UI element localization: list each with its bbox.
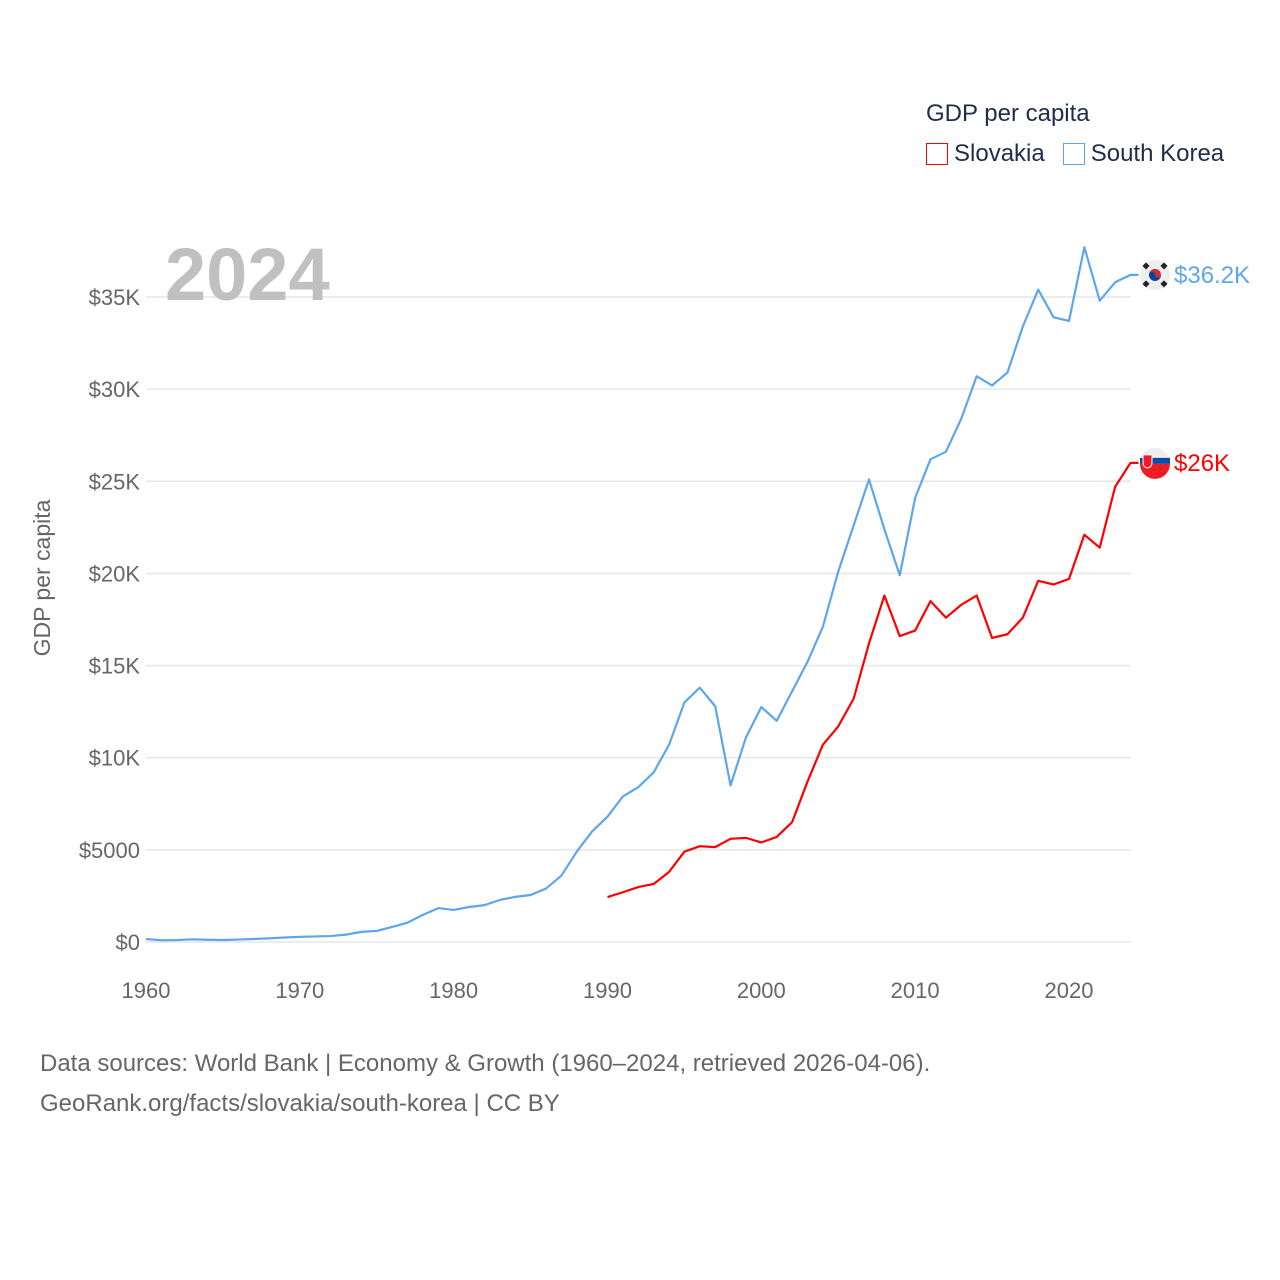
slovakia-flag-icon bbox=[1140, 447, 1171, 479]
y-tick-label: $5000 bbox=[79, 838, 140, 863]
y-tick-label: $20K bbox=[89, 561, 141, 586]
x-tick-label: 2010 bbox=[891, 978, 940, 1003]
y-tick-label: $0 bbox=[116, 930, 140, 955]
y-tick-label: $10K bbox=[89, 746, 141, 771]
south-korea-flag-icon bbox=[1140, 259, 1170, 290]
legend: GDP per capita Slovakia South Korea bbox=[926, 100, 1224, 168]
y-axis-label: GDP per capita bbox=[29, 499, 55, 656]
x-tick-label: 1980 bbox=[429, 978, 478, 1003]
data-source-text: Data sources: World Bank | Economy & Gro… bbox=[40, 1050, 931, 1077]
year-label: 2024 bbox=[165, 233, 330, 316]
attribution-link[interactable]: GeoRank.org/facts/slovakia/south-korea |… bbox=[40, 1090, 560, 1117]
x-tick-label: 2000 bbox=[737, 978, 786, 1003]
legend-item-south-korea[interactable]: South Korea bbox=[1062, 140, 1225, 168]
legend-item-slovakia[interactable]: Slovakia bbox=[926, 140, 1045, 168]
legend-title: GDP per capita bbox=[926, 100, 1090, 127]
x-tick-label: 1990 bbox=[583, 978, 632, 1003]
series-line-south-korea[interactable] bbox=[145, 246, 1139, 942]
series-line-slovakia[interactable] bbox=[607, 461, 1139, 899]
end-value-label: $26K bbox=[1174, 450, 1230, 477]
y-tick-label: $15K bbox=[89, 654, 141, 679]
end-value-label: $36.2K bbox=[1174, 262, 1250, 289]
x-tick-label: 1970 bbox=[275, 978, 324, 1003]
slovakia-swatch bbox=[926, 143, 948, 165]
legend-label: South Korea bbox=[1090, 140, 1225, 167]
south-korea-swatch bbox=[1062, 143, 1085, 165]
x-tick-label: 1960 bbox=[122, 978, 171, 1003]
footer: Data sources: World Bank | Economy & Gro… bbox=[40, 1044, 930, 1124]
y-tick-label: $30K bbox=[89, 377, 141, 402]
y-tick-label: $35K bbox=[89, 285, 141, 310]
y-tick-label: $25K bbox=[89, 469, 141, 494]
x-tick-label: 2020 bbox=[1044, 978, 1093, 1003]
legend-label: Slovakia bbox=[954, 140, 1045, 167]
